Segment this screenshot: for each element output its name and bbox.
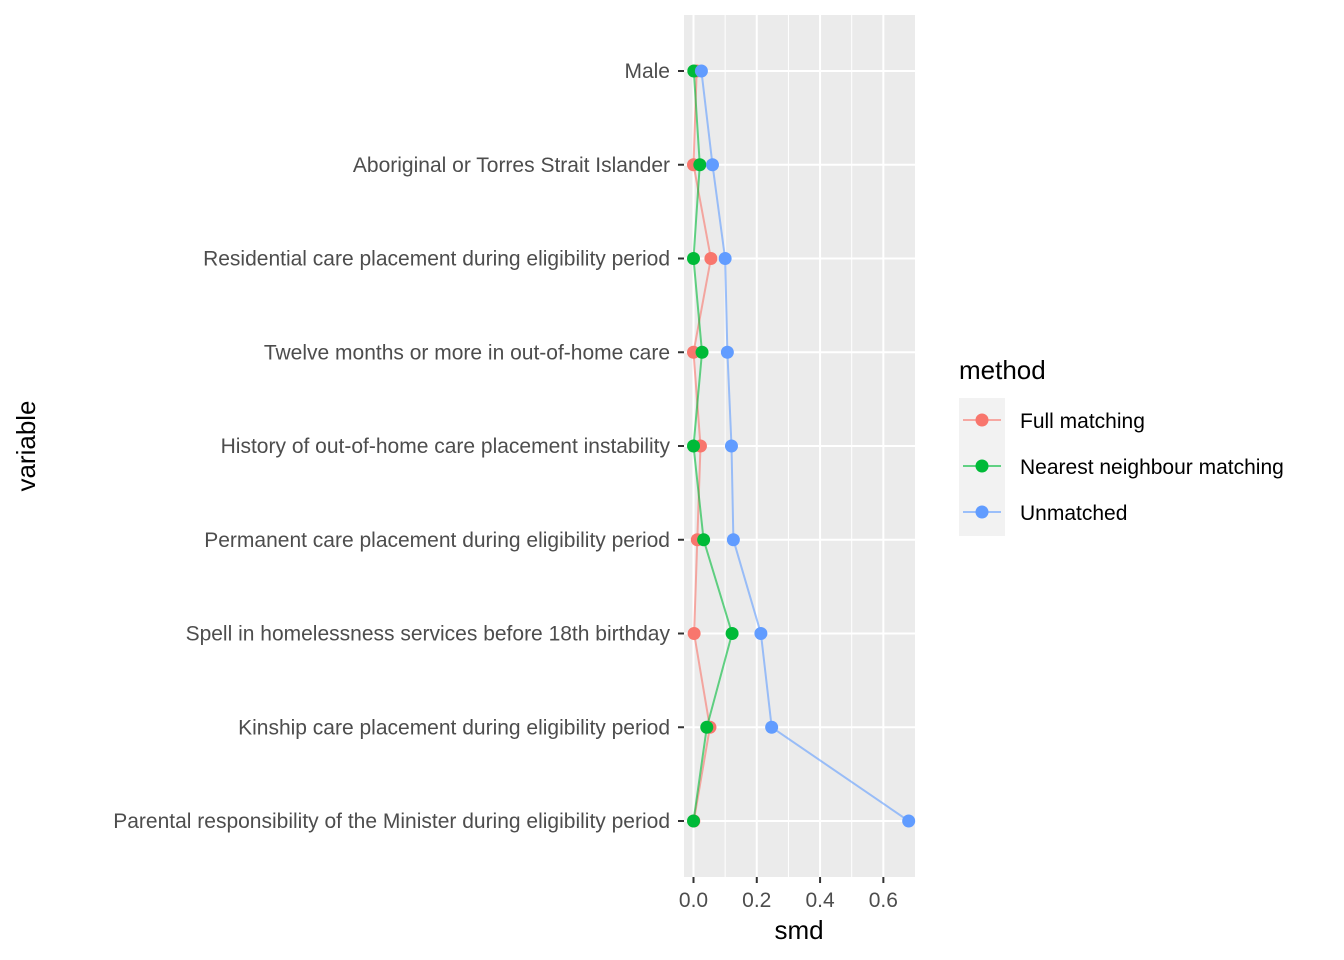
legend-key-point bbox=[975, 413, 989, 427]
data-point bbox=[704, 252, 718, 265]
data-point bbox=[725, 627, 739, 640]
data-point bbox=[686, 439, 700, 453]
data-point bbox=[693, 158, 707, 172]
y-tick-label: Spell in homelessness services before 18… bbox=[186, 623, 671, 646]
y-tick-label: Kinship care placement during eligibilit… bbox=[238, 716, 670, 739]
data-point bbox=[724, 439, 738, 453]
data-point bbox=[705, 158, 719, 172]
legend-label: Full matching bbox=[1020, 410, 1145, 433]
data-point bbox=[765, 720, 779, 734]
data-point bbox=[700, 720, 714, 734]
data-point bbox=[694, 64, 708, 78]
x-axis-title: smd bbox=[774, 915, 823, 945]
legend-label: Unmatched bbox=[1020, 502, 1127, 525]
y-tick-label: Male bbox=[624, 60, 670, 83]
y-tick-label: Aboriginal or Torres Strait Islander bbox=[353, 154, 670, 177]
data-point bbox=[686, 252, 700, 265]
series-points bbox=[686, 64, 916, 828]
y-tick-label: Parental responsibility of the Minister … bbox=[113, 810, 670, 833]
data-point bbox=[720, 345, 734, 359]
data-point bbox=[754, 627, 768, 640]
y-tick-label: Residential care placement during eligib… bbox=[203, 248, 670, 271]
y-tick-label: Permanent care placement during eligibil… bbox=[204, 529, 670, 552]
data-point bbox=[726, 533, 740, 547]
legend-key-point bbox=[975, 459, 989, 473]
x-tick-label: 0.4 bbox=[805, 889, 835, 912]
y-axis-title: variable bbox=[11, 400, 41, 491]
data-point bbox=[902, 814, 916, 828]
y-tick-label: Twelve months or more in out-of-home car… bbox=[264, 341, 670, 364]
legend: method Full matching Nearest neighbour ma… bbox=[959, 355, 1284, 536]
y-tick-label: History of out-of-home care placement in… bbox=[221, 435, 671, 458]
legend-title: method bbox=[959, 355, 1046, 385]
legend-label: Nearest neighbour matching bbox=[1020, 456, 1284, 479]
y-axis: Male Aboriginal or Torres Strait Islander… bbox=[113, 60, 684, 833]
x-tick-label: 0.2 bbox=[742, 889, 771, 912]
data-point bbox=[695, 345, 709, 359]
x-axis: 0.0 0.2 0.4 0.6 bbox=[679, 877, 898, 912]
legend-key-point bbox=[975, 505, 989, 519]
x-tick-label: 0.0 bbox=[679, 889, 708, 912]
data-point bbox=[718, 252, 732, 265]
data-point bbox=[697, 533, 711, 547]
data-point bbox=[687, 627, 701, 640]
x-tick-label: 0.6 bbox=[869, 889, 898, 912]
data-point bbox=[686, 814, 700, 828]
